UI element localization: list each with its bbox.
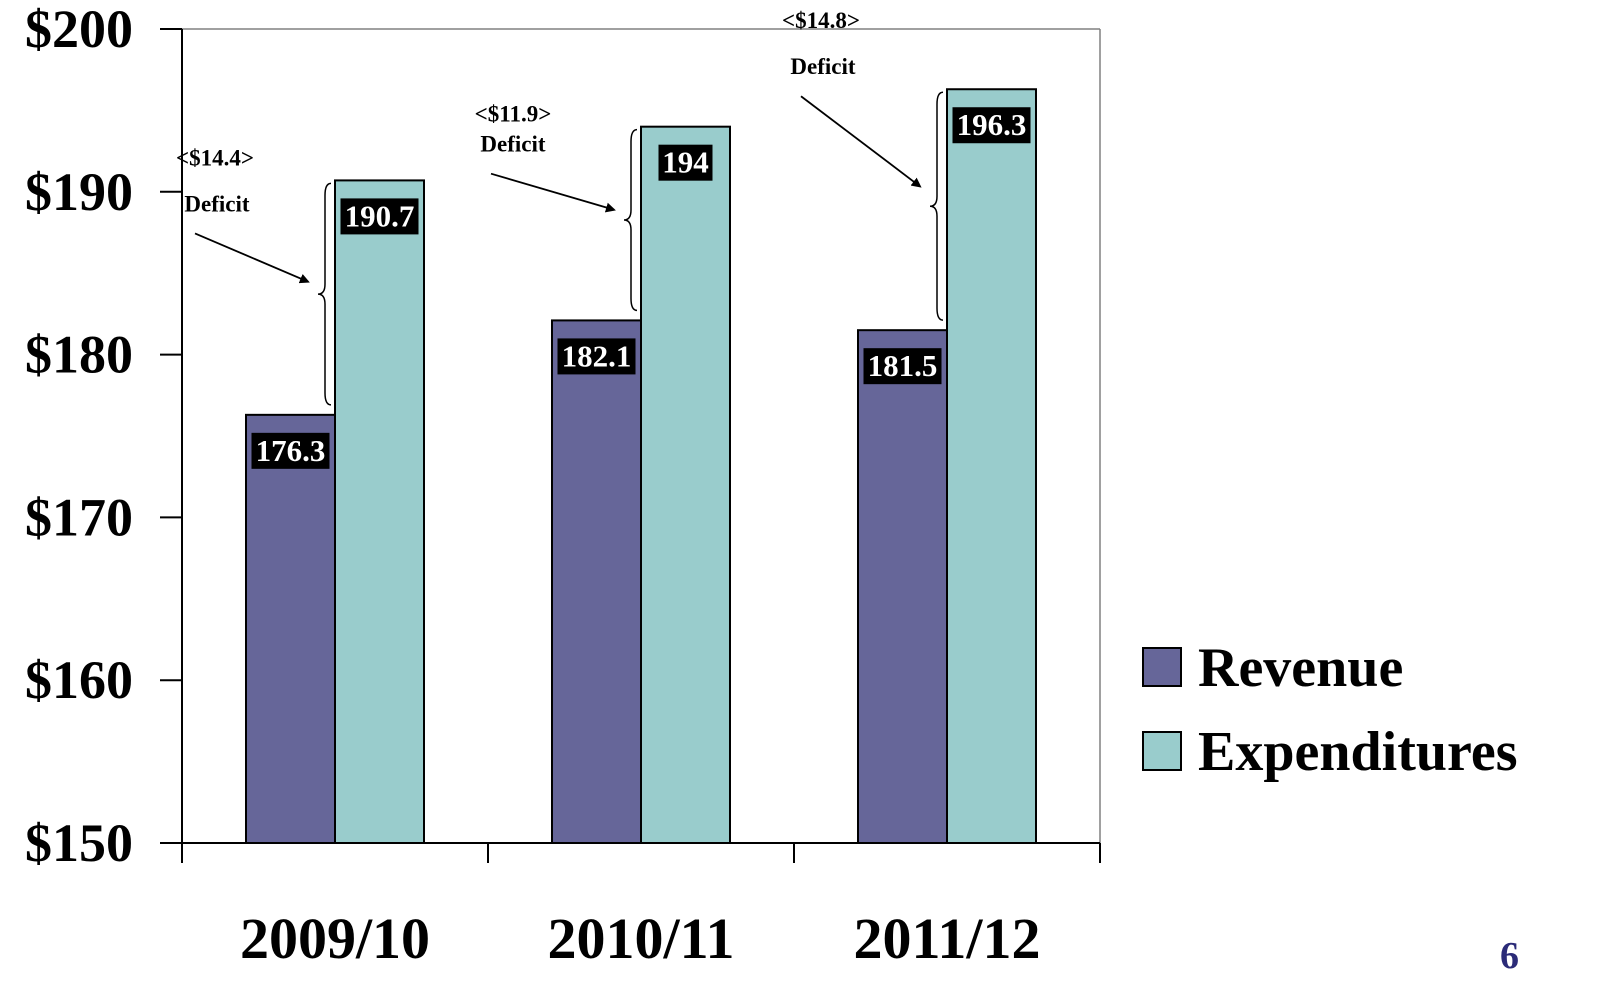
data-label: 194 bbox=[662, 145, 709, 180]
data-label-box bbox=[658, 144, 713, 181]
deficit-amount: <$14.8> bbox=[782, 8, 860, 33]
deficit-arrow bbox=[800, 95, 922, 188]
deficit-brace bbox=[317, 182, 332, 406]
deficit-arrow bbox=[490, 172, 616, 213]
y-tick-label: $200 bbox=[25, 0, 133, 59]
revenue-bar bbox=[245, 413, 336, 844]
legend-label: Expenditures bbox=[1198, 721, 1517, 783]
y-tick-label: $190 bbox=[25, 162, 133, 222]
deficit-amount: <$14.4> bbox=[176, 145, 254, 170]
data-label-box bbox=[557, 338, 636, 375]
data-label-box bbox=[340, 198, 419, 235]
expenditures-bar bbox=[946, 88, 1037, 844]
data-label: 196.3 bbox=[957, 107, 1027, 142]
revenue-bar bbox=[551, 319, 642, 844]
data-label: 190.7 bbox=[345, 198, 415, 233]
y-tick-label: $170 bbox=[25, 487, 133, 547]
legend-label: Revenue bbox=[1198, 637, 1403, 699]
y-tick-label: $160 bbox=[25, 650, 133, 710]
y-tick-label: $180 bbox=[25, 325, 133, 385]
page-number: 6 bbox=[1500, 935, 1519, 977]
deficit-label: Deficit bbox=[790, 54, 855, 79]
legend-swatch bbox=[1142, 731, 1182, 771]
data-label-box bbox=[251, 432, 330, 469]
bars: 176.3 190.7 182.1 194 181.5 196.3 bbox=[245, 88, 1037, 845]
data-label-box bbox=[863, 348, 942, 385]
deficit-brace bbox=[929, 91, 944, 321]
x-axis: 2009/10 2010/11 2011/12 bbox=[181, 843, 1101, 971]
deficit-label: Deficit bbox=[480, 132, 545, 157]
deficit-annotations: <$14.4> Deficit <$11.9> Deficit <$14.8> Defic… bbox=[176, 8, 944, 406]
x-tick-label: 2009/10 bbox=[240, 906, 430, 971]
data-label: 181.5 bbox=[868, 348, 938, 383]
deficit-amount: <$11.9> bbox=[475, 102, 552, 127]
revenue-bar bbox=[857, 329, 948, 844]
y-axis: $150 $160 $170 $180 $190 $200 bbox=[25, 0, 182, 873]
y-tick-label: $150 bbox=[25, 813, 133, 873]
deficit-brace bbox=[623, 128, 638, 312]
data-label-box bbox=[952, 107, 1031, 144]
x-tick-label: 2010/11 bbox=[548, 906, 735, 971]
legend: Revenue Expenditures bbox=[1142, 637, 1517, 783]
expenditures-bar bbox=[334, 179, 425, 845]
legend-swatch bbox=[1142, 647, 1182, 687]
x-tick-label: 2011/12 bbox=[854, 906, 1041, 971]
expenditures-bar bbox=[640, 125, 731, 845]
deficit-label: Deficit bbox=[184, 191, 249, 216]
data-label: 176.3 bbox=[256, 433, 326, 468]
data-label: 182.1 bbox=[562, 338, 632, 373]
deficit-arrow bbox=[194, 232, 310, 284]
